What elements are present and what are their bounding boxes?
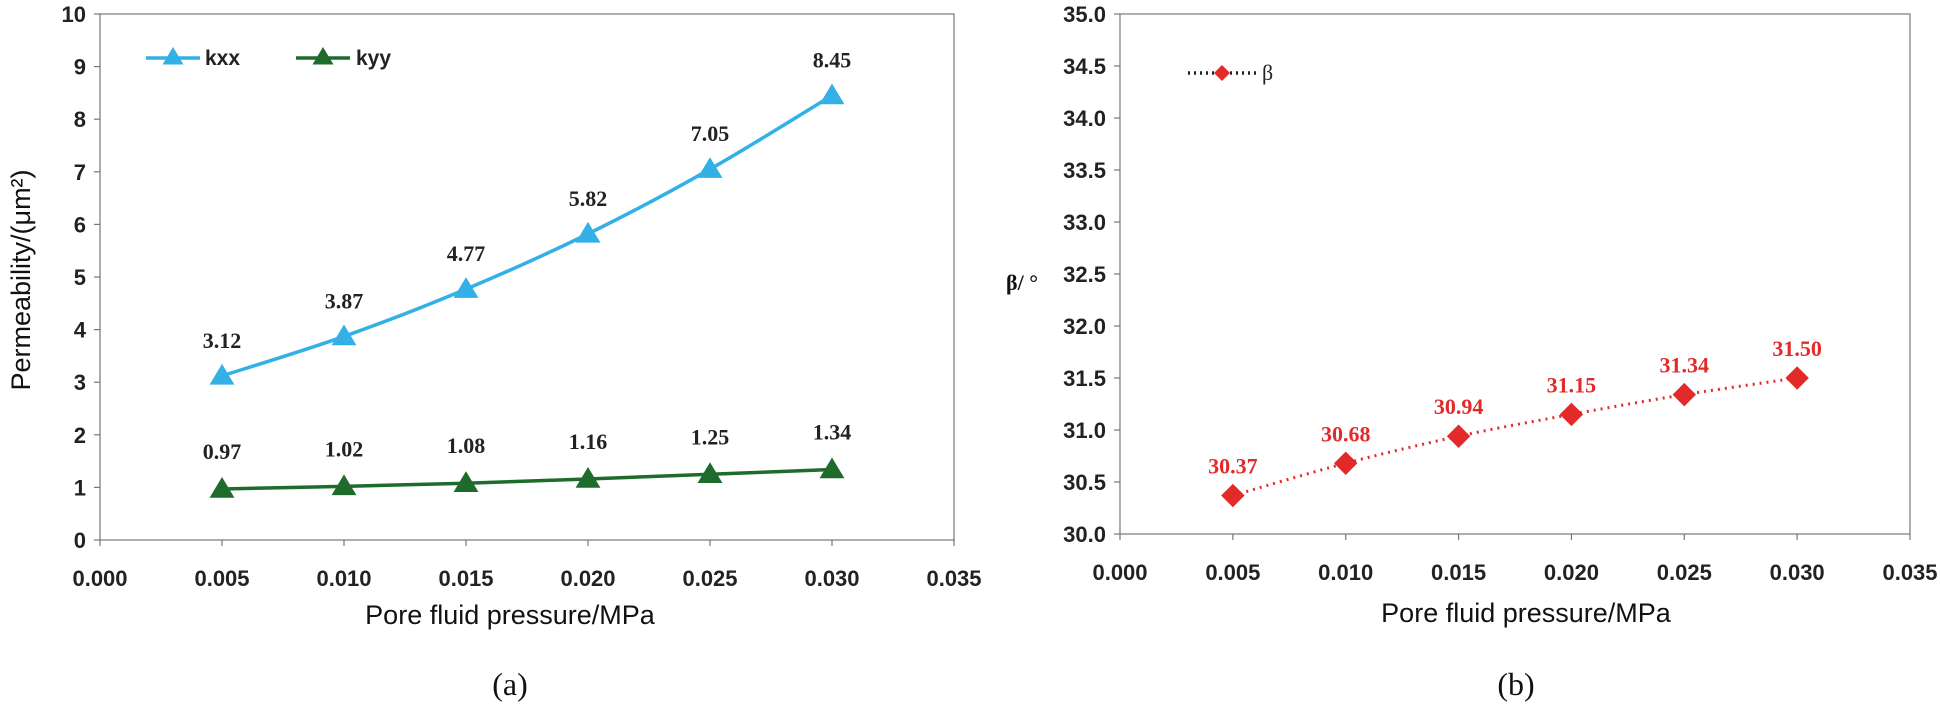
data-point-kyy — [453, 471, 479, 492]
legend-kxx-marker — [162, 47, 184, 65]
panel-b-legend: β — [1188, 60, 1273, 85]
y-tick-label: 2 — [74, 423, 86, 448]
data-point-kyy — [331, 474, 357, 496]
data-label-β: 31.15 — [1547, 372, 1597, 397]
y-tick-label: 8 — [74, 107, 86, 132]
panel-a-x-axis-title: Pore fluid pressure/MPa — [365, 600, 656, 630]
y-tick-label: 30.0 — [1063, 522, 1106, 547]
legend-kxx-label: kxx — [205, 47, 240, 70]
x-tick-label: 0.030 — [1770, 560, 1825, 585]
data-label-kyy: 0.97 — [203, 439, 242, 464]
data-label-kxx: 4.77 — [447, 241, 486, 266]
y-tick-label: 35.0 — [1063, 2, 1106, 27]
data-label-kxx: 3.87 — [325, 288, 364, 313]
data-label-kxx: 5.82 — [569, 186, 608, 211]
y-tick-label: 10 — [62, 2, 86, 27]
data-point-kxx — [453, 277, 479, 298]
legend-beta-label: β — [1262, 60, 1273, 85]
x-tick-label: 0.010 — [1318, 560, 1373, 585]
y-tick-label: 9 — [74, 55, 86, 80]
x-tick-label: 0.015 — [1431, 560, 1486, 585]
y-tick-label: 33.5 — [1063, 158, 1106, 183]
panel-b-y-axis-title: β/ ° — [1006, 270, 1038, 295]
series-line-kyy — [221, 467, 833, 491]
y-tick-label: 7 — [74, 160, 86, 185]
data-point-β — [1559, 402, 1584, 427]
data-point-kyy — [697, 462, 723, 483]
data-label-β: 30.94 — [1434, 394, 1484, 419]
data-point-kyy — [575, 467, 601, 488]
y-tick-label: 32.0 — [1063, 314, 1106, 339]
data-point-kyy — [209, 477, 235, 498]
data-point-kxx — [697, 157, 723, 178]
y-tick-label: 3 — [74, 370, 86, 395]
data-point-kxx — [819, 83, 845, 105]
data-label-kxx: 7.05 — [691, 121, 730, 146]
y-tick-label: 33.0 — [1063, 210, 1106, 235]
panel-b-x-axis-title: Pore fluid pressure/MPa — [1381, 598, 1672, 628]
panel-a-chart: 0 1 2 3 4 5 6 7 8 9 10 0.000 0.005 0.010 0.015 0.020 0.… — [6, 2, 982, 702]
x-tick-label: 0.015 — [438, 566, 493, 591]
data-label-β: 30.37 — [1208, 454, 1258, 479]
data-label-kyy: 1.02 — [325, 436, 364, 461]
y-tick-label: 4 — [74, 318, 87, 343]
data-point-β — [1221, 483, 1245, 508]
x-tick-label: 0.025 — [682, 566, 737, 591]
y-tick-label: 34.0 — [1063, 106, 1106, 131]
data-label-kyy: 1.08 — [447, 433, 486, 458]
legend-beta-marker — [1214, 65, 1230, 81]
data-point-β — [1334, 451, 1358, 475]
data-label-β: 30.68 — [1321, 421, 1371, 446]
x-tick-label: 0.020 — [560, 566, 615, 591]
x-tick-label: 0.000 — [72, 566, 127, 591]
y-tick-label: 5 — [74, 265, 86, 290]
y-tick-label: 6 — [74, 212, 86, 237]
data-label-kyy: 1.16 — [569, 429, 608, 454]
data-point-kxx — [331, 324, 357, 346]
y-tick-label: 30.5 — [1063, 470, 1106, 495]
x-tick-label: 0.000 — [1092, 560, 1147, 585]
y-tick-label: 31.0 — [1063, 418, 1106, 443]
y-tick-label: 32.5 — [1063, 262, 1106, 287]
data-label-kxx: 8.45 — [813, 48, 852, 73]
x-tick-label: 0.005 — [1205, 560, 1260, 585]
x-tick-label: 0.035 — [926, 566, 981, 591]
data-label-kyy: 1.25 — [691, 424, 730, 449]
data-point-kxx — [209, 363, 235, 385]
x-tick-label: 0.025 — [1657, 560, 1712, 585]
data-point-β — [1785, 366, 1809, 390]
legend-kyy-label: kyy — [356, 47, 391, 70]
x-tick-label: 0.010 — [316, 566, 371, 591]
data-point-β — [1446, 424, 1471, 448]
data-label-kxx: 3.12 — [203, 328, 242, 353]
data-label-kyy: 1.34 — [813, 420, 852, 445]
x-tick-label: 0.035 — [1882, 560, 1937, 585]
data-point-kxx — [575, 221, 601, 243]
panel-a-y-axis-title: Permeability/(μm²) — [6, 169, 36, 390]
legend-kyy-marker — [312, 47, 334, 65]
x-tick-label: 0.020 — [1544, 560, 1599, 585]
y-tick-label: 1 — [74, 475, 86, 500]
series-line-β — [1232, 376, 1798, 497]
x-tick-label: 0.030 — [804, 566, 859, 591]
data-point-β — [1672, 382, 1696, 407]
y-tick-label: 34.5 — [1063, 54, 1106, 79]
panel-a-legend: kxx kyy — [146, 47, 391, 70]
y-tick-label: 31.5 — [1063, 366, 1106, 391]
panel-b-caption: (b) — [1497, 666, 1534, 702]
data-label-β: 31.34 — [1660, 353, 1710, 378]
data-label-β: 31.50 — [1772, 336, 1822, 361]
panel-b-chart: 30.0 30.5 31.0 31.5 32.0 32.5 33.0 33.5 34.0 34.5… — [1006, 2, 1938, 702]
panel-a-caption: (a) — [492, 666, 528, 702]
y-tick-label: 0 — [74, 528, 86, 553]
data-point-kyy — [819, 457, 845, 479]
series-line-kxx — [221, 94, 833, 378]
x-tick-label: 0.005 — [194, 566, 249, 591]
